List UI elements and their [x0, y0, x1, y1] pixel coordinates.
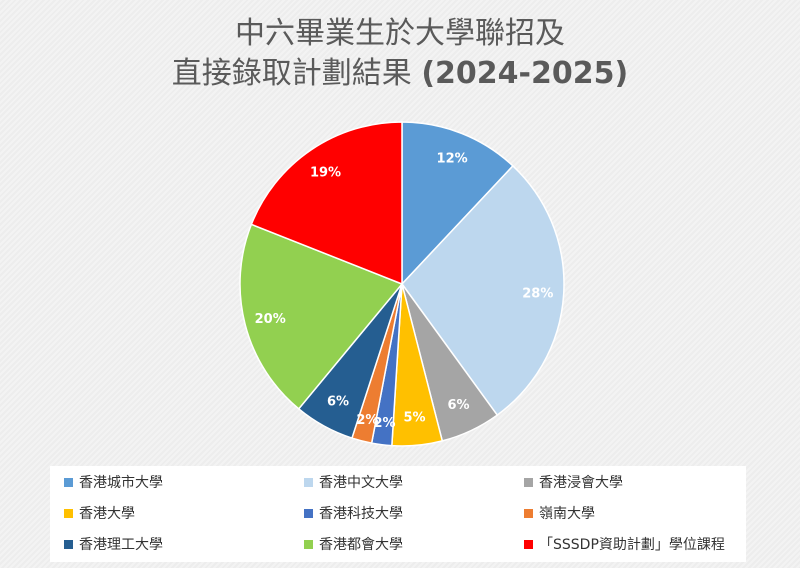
pie-label-8: 19%	[310, 165, 341, 180]
legend-swatch	[64, 508, 73, 518]
pie-label-5: 2%	[356, 413, 378, 428]
pie-label-2: 6%	[448, 398, 470, 413]
legend-item-4: 香港科技大學	[304, 502, 403, 526]
legend-label: 「SSSDP資助計劃」學位課程	[539, 537, 725, 553]
pie-label-0: 12%	[437, 151, 468, 166]
legend-label: 香港中文大學	[319, 475, 403, 491]
legend-item-1: 香港中文大學	[304, 471, 403, 495]
legend-item-7: 香港都會大學	[304, 533, 403, 557]
legend-label: 嶺南大學	[539, 506, 595, 522]
pie-slice-0	[401, 121, 514, 286]
legend-swatch	[304, 508, 313, 518]
chart-legend: 香港城市大學 香港中文大學 香港浸會大學香港大學 香港科技大學 嶺南大學香港理工大學 香港…	[50, 466, 746, 562]
pie-slice-7	[239, 223, 404, 410]
chart-title: 中六畢業生於大學聯招及 直接錄取計劃結果 (2024-2025)	[0, 14, 800, 94]
legend-item-5: 嶺南大學	[524, 502, 595, 526]
legend-item-3: 香港大學	[64, 502, 135, 526]
legend-swatch	[64, 539, 73, 549]
chart-title-line2: 直接錄取計劃結果 (2024-2025)	[0, 54, 800, 94]
legend-item-0: 香港城市大學	[64, 471, 163, 495]
legend-swatch	[304, 539, 313, 549]
pie-label-1: 28%	[522, 287, 553, 302]
legend-swatch	[524, 539, 533, 549]
pie-label-4: 2%	[373, 416, 395, 431]
legend-swatch	[524, 477, 533, 487]
legend-swatch	[524, 508, 533, 518]
legend-swatch	[64, 477, 73, 487]
legend-item-2: 香港浸會大學	[524, 471, 623, 495]
chart-title-year: (2024-2025)	[421, 56, 629, 91]
chart-title-line1: 中六畢業生於大學聯招及	[235, 16, 565, 51]
pie-label-7: 20%	[255, 312, 286, 327]
legend-label: 香港都會大學	[319, 537, 403, 553]
pie-slice-8	[250, 121, 403, 286]
legend-item-8: 「SSSDP資助計劃」學位課程	[524, 533, 725, 557]
legend-swatch	[304, 477, 313, 487]
legend-label: 香港浸會大學	[539, 475, 623, 491]
legend-label: 香港大學	[79, 506, 135, 522]
legend-label: 香港科技大學	[319, 506, 403, 522]
legend-item-6: 香港理工大學	[64, 533, 163, 557]
chart-title-line2-text: 直接錄取計劃結果	[171, 56, 422, 91]
pie-label-3: 5%	[403, 410, 425, 425]
legend-label: 香港理工大學	[79, 537, 163, 553]
pie-slice-1	[401, 164, 565, 417]
legend-label: 香港城市大學	[79, 475, 163, 491]
pie-label-6: 6%	[327, 394, 349, 409]
